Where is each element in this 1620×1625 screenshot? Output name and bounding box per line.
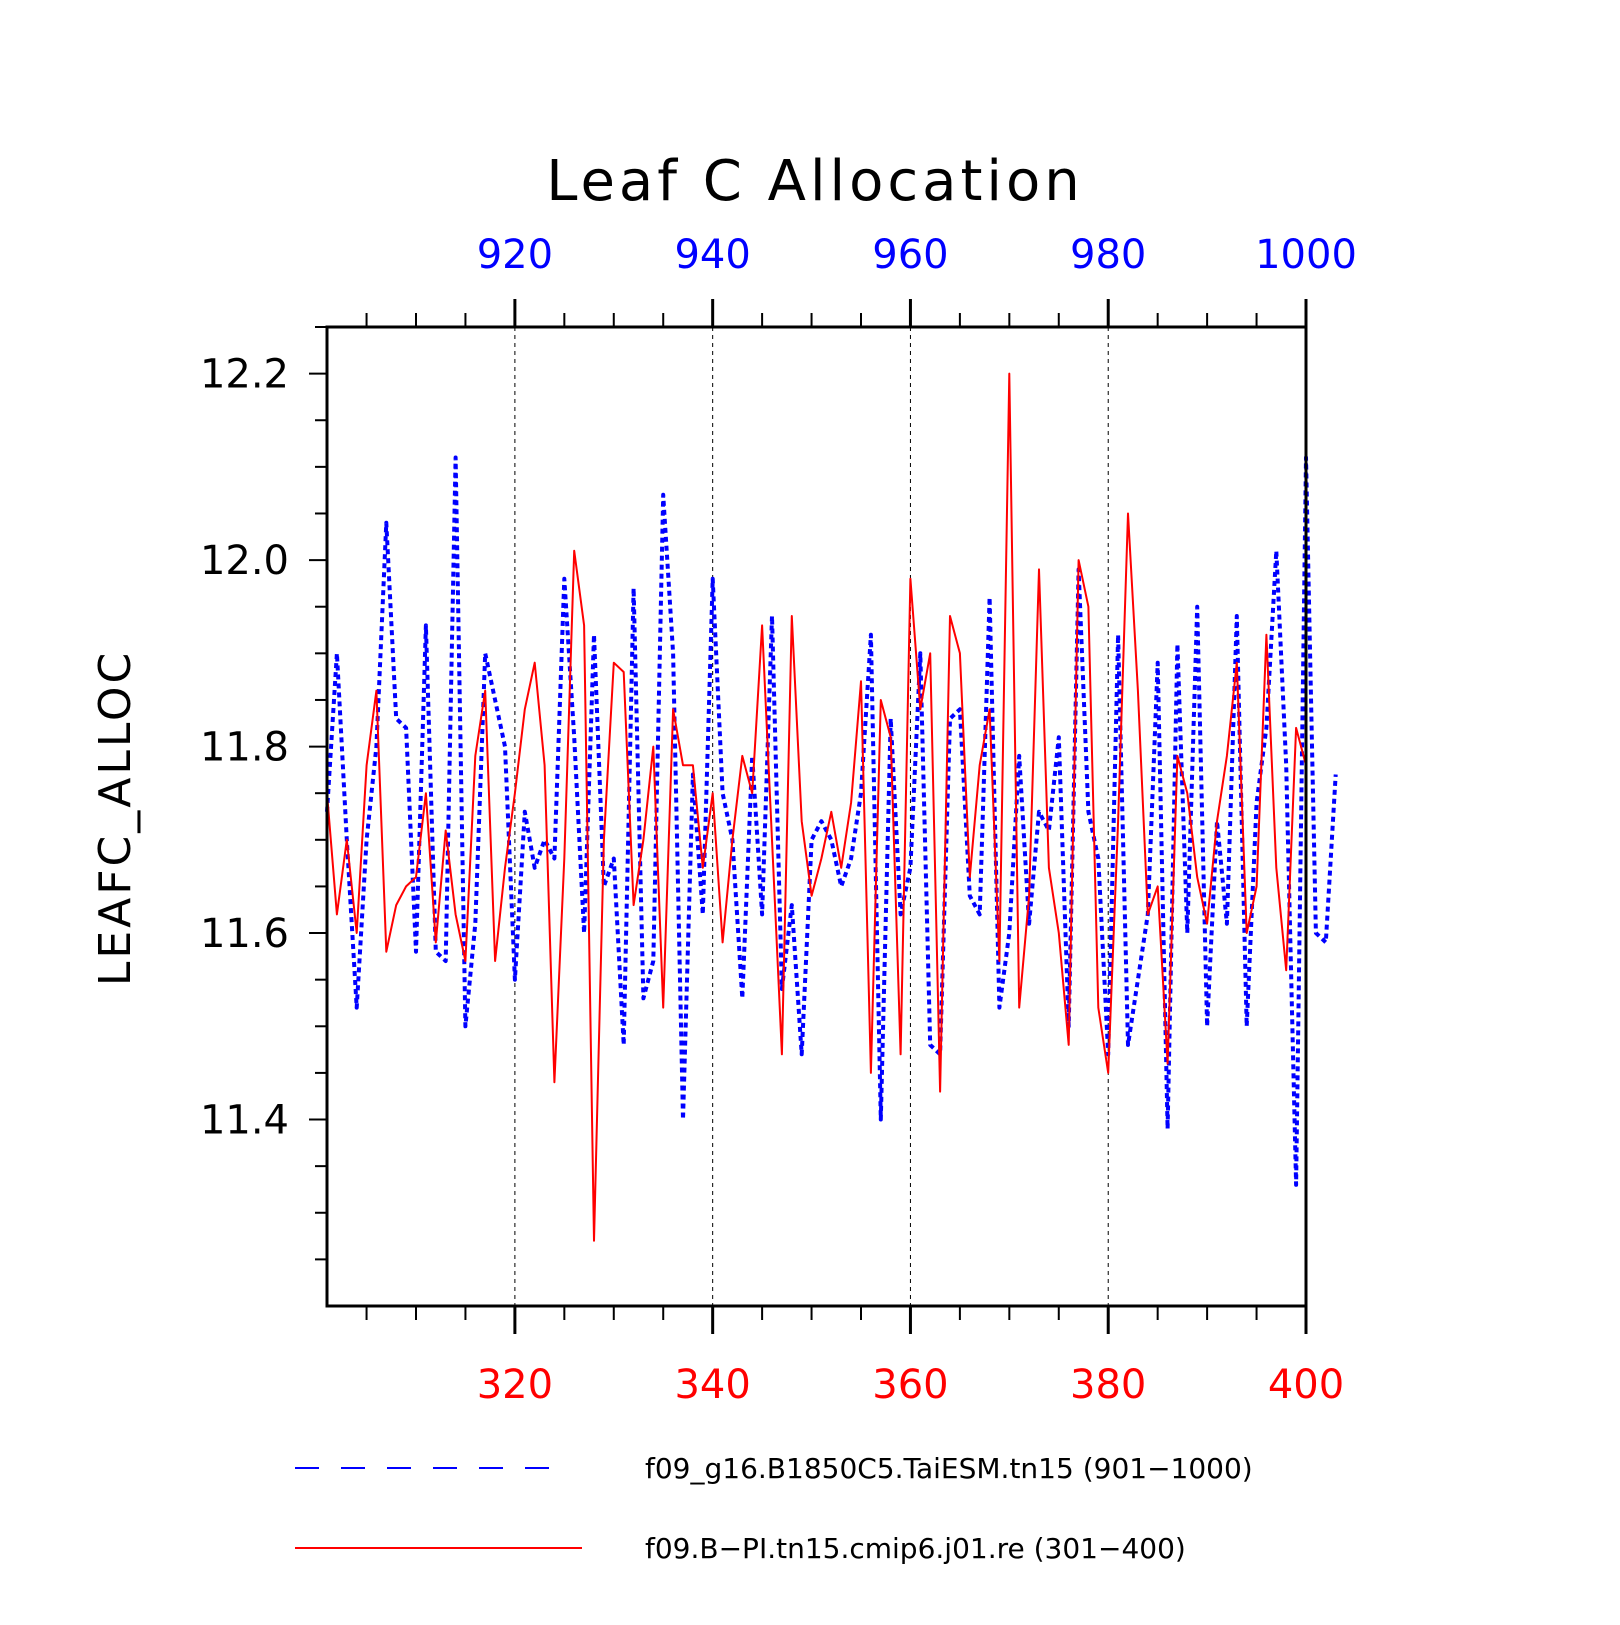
x-bottom-tick-label: 380 xyxy=(1070,1362,1146,1408)
y-tick-label: 12.2 xyxy=(200,352,289,398)
x-top-tick-label: 920 xyxy=(477,232,553,278)
y-axis: 11.4 11.6 11.8 12.0 12.2 xyxy=(200,326,327,1261)
y-tick-label: 12.0 xyxy=(200,538,289,584)
x-bottom-tick-label: 340 xyxy=(674,1362,750,1408)
plot-series xyxy=(325,372,1338,1242)
plot-border xyxy=(325,325,1308,1308)
legend-label-cmip6: f09.B−PI.tn15.cmip6.j01.re (301−400) xyxy=(645,1532,1186,1565)
series-line-cmip6 xyxy=(326,372,1307,1242)
legend: f09_g16.B1850C5.TaiESM.tn15 (901−1000) f… xyxy=(295,1452,1253,1565)
x-top-tick-label: 960 xyxy=(872,232,948,278)
y-tick-label: 11.6 xyxy=(200,911,289,957)
y-tick-label: 11.4 xyxy=(200,1098,289,1144)
plot-frame xyxy=(325,325,1308,1308)
x-top-tick-label: 980 xyxy=(1070,232,1146,278)
grid-lines xyxy=(514,327,1109,1306)
x-top-tick-label: 1000 xyxy=(1255,232,1357,278)
legend-label-taiesm: f09_g16.B1850C5.TaiESM.tn15 (901−1000) xyxy=(645,1452,1253,1485)
x-bottom-tick-label: 320 xyxy=(477,1362,553,1408)
y-axis-label: LEAFC_ALLOC xyxy=(90,650,141,986)
x-bottom-tick-label: 400 xyxy=(1268,1362,1344,1408)
x-top-tick-label: 940 xyxy=(674,232,750,278)
series-line-taiesm xyxy=(325,455,1338,1187)
x-axis-top: 920 940 960 980 1000 xyxy=(365,232,1357,327)
chart-title: Leaf C Allocation xyxy=(546,149,1083,214)
y-tick-label: 11.8 xyxy=(200,725,289,771)
x-axis-bottom: 320 340 360 380 400 xyxy=(365,1306,1344,1408)
x-bottom-tick-label: 360 xyxy=(872,1362,948,1408)
